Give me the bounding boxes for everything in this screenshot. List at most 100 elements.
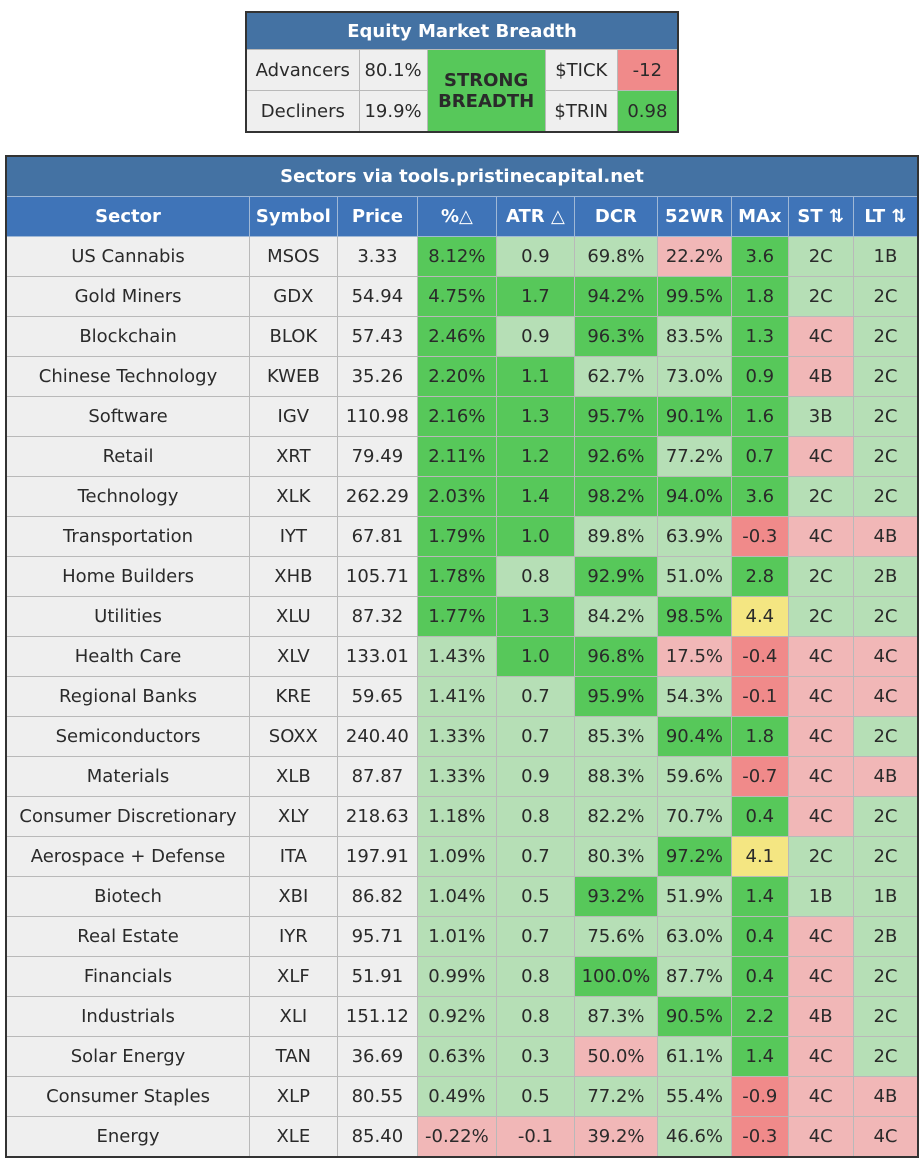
table-row[interactable]: Gold Miners GDX 54.94 4.75% 1.7 94.2% 99.5% 1.8… — [5, 276, 919, 317]
table-row[interactable]: Regional Banks KRE 59.65 1.41% 0.7 95.9% 54.3%… — [5, 676, 919, 717]
cell-52wr: 59.6% — [656, 756, 733, 797]
col-header-sector[interactable]: Sector — [5, 196, 251, 237]
cell-price: 197.91 — [336, 836, 419, 877]
cell-price: 51.91 — [336, 956, 419, 997]
col-header-52wr[interactable]: 52WR — [656, 196, 733, 237]
cell-52wr: 87.7% — [656, 956, 733, 997]
cell-lt-stage: 1B — [852, 876, 919, 917]
cell-symbol: IYT — [249, 516, 338, 557]
cell-st-stage: 2C — [787, 276, 854, 317]
cell-dcr: 87.3% — [574, 996, 658, 1037]
cell-atr-change: 1.3 — [495, 396, 576, 437]
cell-atr-change: 1.4 — [495, 476, 576, 517]
cell-symbol: XLV — [249, 636, 338, 677]
table-row[interactable]: Transportation IYT 67.81 1.79% 1.0 89.8% 63.9%… — [5, 516, 919, 557]
table-row[interactable]: Home Builders XHB 105.71 1.78% 0.8 92.9% 51.0%… — [5, 556, 919, 597]
cell-52wr: 97.2% — [656, 836, 733, 877]
table-row[interactable]: Consumer Discretionary XLY 218.63 1.18% 0.8 8… — [5, 796, 919, 837]
cell-st-stage: 4C — [787, 956, 854, 997]
cell-st-stage: 4C — [787, 636, 854, 677]
cell-lt-stage: 4B — [852, 756, 919, 797]
table-row[interactable]: Energy XLE 85.40 -0.22% -0.1 39.2% 46.6% -0.3 4C… — [5, 1116, 919, 1158]
cell-52wr: 63.9% — [656, 516, 733, 557]
table-row[interactable]: Software IGV 110.98 2.16% 1.3 95.7% 90.1% 1.6 3B… — [5, 396, 919, 437]
col-header-symbol[interactable]: Symbol — [249, 196, 338, 237]
table-row[interactable]: US Cannabis MSOS 3.33 8.12% 0.9 69.8% 22.2% 3.6… — [5, 236, 919, 277]
cell-price: 57.43 — [336, 316, 419, 357]
cell-st-stage: 4C — [787, 676, 854, 717]
col-header-lt[interactable]: LT ⇅ — [852, 196, 919, 237]
table-row[interactable]: Biotech XBI 86.82 1.04% 0.5 93.2% 51.9% 1.4 1B 1B — [5, 876, 919, 917]
cell-52wr: 99.5% — [656, 276, 733, 317]
table-row[interactable]: Materials XLB 87.87 1.33% 0.9 88.3% 59.6% -0.7 4… — [5, 756, 919, 797]
cell-st-stage: 4C — [787, 1036, 854, 1077]
cell-dcr: 77.2% — [574, 1076, 658, 1117]
table-row[interactable]: Semiconductors SOXX 240.40 1.33% 0.7 85.3% 90.… — [5, 716, 919, 757]
cell-price: 79.49 — [336, 436, 419, 477]
table-row[interactable]: Utilities XLU 87.32 1.77% 1.3 84.2% 98.5% 4.4 2C… — [5, 596, 919, 637]
cell-52wr: 55.4% — [656, 1076, 733, 1117]
col-header-pct-change[interactable]: %△ — [417, 196, 497, 237]
cell-sector-name: Energy — [5, 1116, 251, 1158]
col-header-st[interactable]: ST ⇅ — [787, 196, 854, 237]
cell-symbol: XBI — [249, 876, 338, 917]
tick-value: -12 — [616, 49, 679, 91]
cell-52wr: 90.1% — [656, 396, 733, 437]
cell-atr-change: 0.8 — [495, 996, 576, 1037]
cell-price: 3.33 — [336, 236, 419, 277]
cell-symbol: XLY — [249, 796, 338, 837]
col-header-max[interactable]: MAx — [731, 196, 789, 237]
cell-lt-stage: 1B — [852, 236, 919, 277]
table-row[interactable]: Solar Energy TAN 36.69 0.63% 0.3 50.0% 61.1% 1.… — [5, 1036, 919, 1077]
cell-52wr: 90.4% — [656, 716, 733, 757]
table-row[interactable]: Technology XLK 262.29 2.03% 1.4 98.2% 94.0% 3.6… — [5, 476, 919, 517]
cell-dcr: 100.0% — [574, 956, 658, 997]
table-row[interactable]: Health Care XLV 133.01 1.43% 1.0 96.8% 17.5% -0… — [5, 636, 919, 677]
cell-price: 35.26 — [336, 356, 419, 397]
cell-lt-stage: 2C — [852, 276, 919, 317]
cell-lt-stage: 4C — [852, 636, 919, 677]
table-row[interactable]: Financials XLF 51.91 0.99% 0.8 100.0% 87.7% 0.4… — [5, 956, 919, 997]
table-row[interactable]: Consumer Staples XLP 80.55 0.49% 0.5 77.2% 55.… — [5, 1076, 919, 1117]
cell-sector-name: Consumer Staples — [5, 1076, 251, 1117]
cell-52wr: 70.7% — [656, 796, 733, 837]
cell-price: 85.40 — [336, 1116, 419, 1158]
cell-st-stage: 3B — [787, 396, 854, 437]
table-row[interactable]: Retail XRT 79.49 2.11% 1.2 92.6% 77.2% 0.7 4C 2C — [5, 436, 919, 477]
table-row[interactable]: Chinese Technology KWEB 35.26 2.20% 1.1 62.7%… — [5, 356, 919, 397]
table-row[interactable]: Blockchain BLOK 57.43 2.46% 0.9 96.3% 83.5% 1.3… — [5, 316, 919, 357]
breadth-status-text: STRONG BREADTH — [438, 69, 535, 112]
cell-atr-change: 1.2 — [495, 436, 576, 477]
cell-st-stage: 4C — [787, 516, 854, 557]
cell-dcr: 88.3% — [574, 756, 658, 797]
cell-st-stage: 4C — [787, 436, 854, 477]
cell-price: 95.71 — [336, 916, 419, 957]
col-header-price[interactable]: Price — [336, 196, 419, 237]
cell-sector-name: Real Estate — [5, 916, 251, 957]
cell-dcr: 96.3% — [574, 316, 658, 357]
cell-dcr: 62.7% — [574, 356, 658, 397]
cell-52wr: 90.5% — [656, 996, 733, 1037]
cell-max: 2.2 — [731, 996, 789, 1037]
cell-symbol: XLI — [249, 996, 338, 1037]
decliners-value: 19.9% — [358, 90, 428, 133]
column-header-row: Sector Symbol Price %△ ATR △ DCR 52WR MA… — [5, 196, 919, 237]
cell-sector-name: Gold Miners — [5, 276, 251, 317]
cell-max: 0.4 — [731, 916, 789, 957]
table-row[interactable]: Real Estate IYR 95.71 1.01% 0.7 75.6% 63.0% 0.4… — [5, 916, 919, 957]
table-row[interactable]: Industrials XLI 151.12 0.92% 0.8 87.3% 90.5% 2.… — [5, 996, 919, 1037]
cell-lt-stage: 4B — [852, 516, 919, 557]
trin-value: 0.98 — [616, 90, 679, 133]
cell-52wr: 51.0% — [656, 556, 733, 597]
cell-price: 87.87 — [336, 756, 419, 797]
table-row[interactable]: Aerospace + Defense ITA 197.91 1.09% 0.7 80.3… — [5, 836, 919, 877]
cell-max: -0.4 — [731, 636, 789, 677]
cell-sector-name: US Cannabis — [5, 236, 251, 277]
col-header-atr-change[interactable]: ATR △ — [495, 196, 576, 237]
cell-52wr: 73.0% — [656, 356, 733, 397]
col-header-dcr[interactable]: DCR — [574, 196, 658, 237]
breadth-title: Equity Market Breadth — [246, 12, 678, 50]
cell-sector-name: Semiconductors — [5, 716, 251, 757]
cell-dcr: 92.6% — [574, 436, 658, 477]
cell-max: -0.9 — [731, 1076, 789, 1117]
